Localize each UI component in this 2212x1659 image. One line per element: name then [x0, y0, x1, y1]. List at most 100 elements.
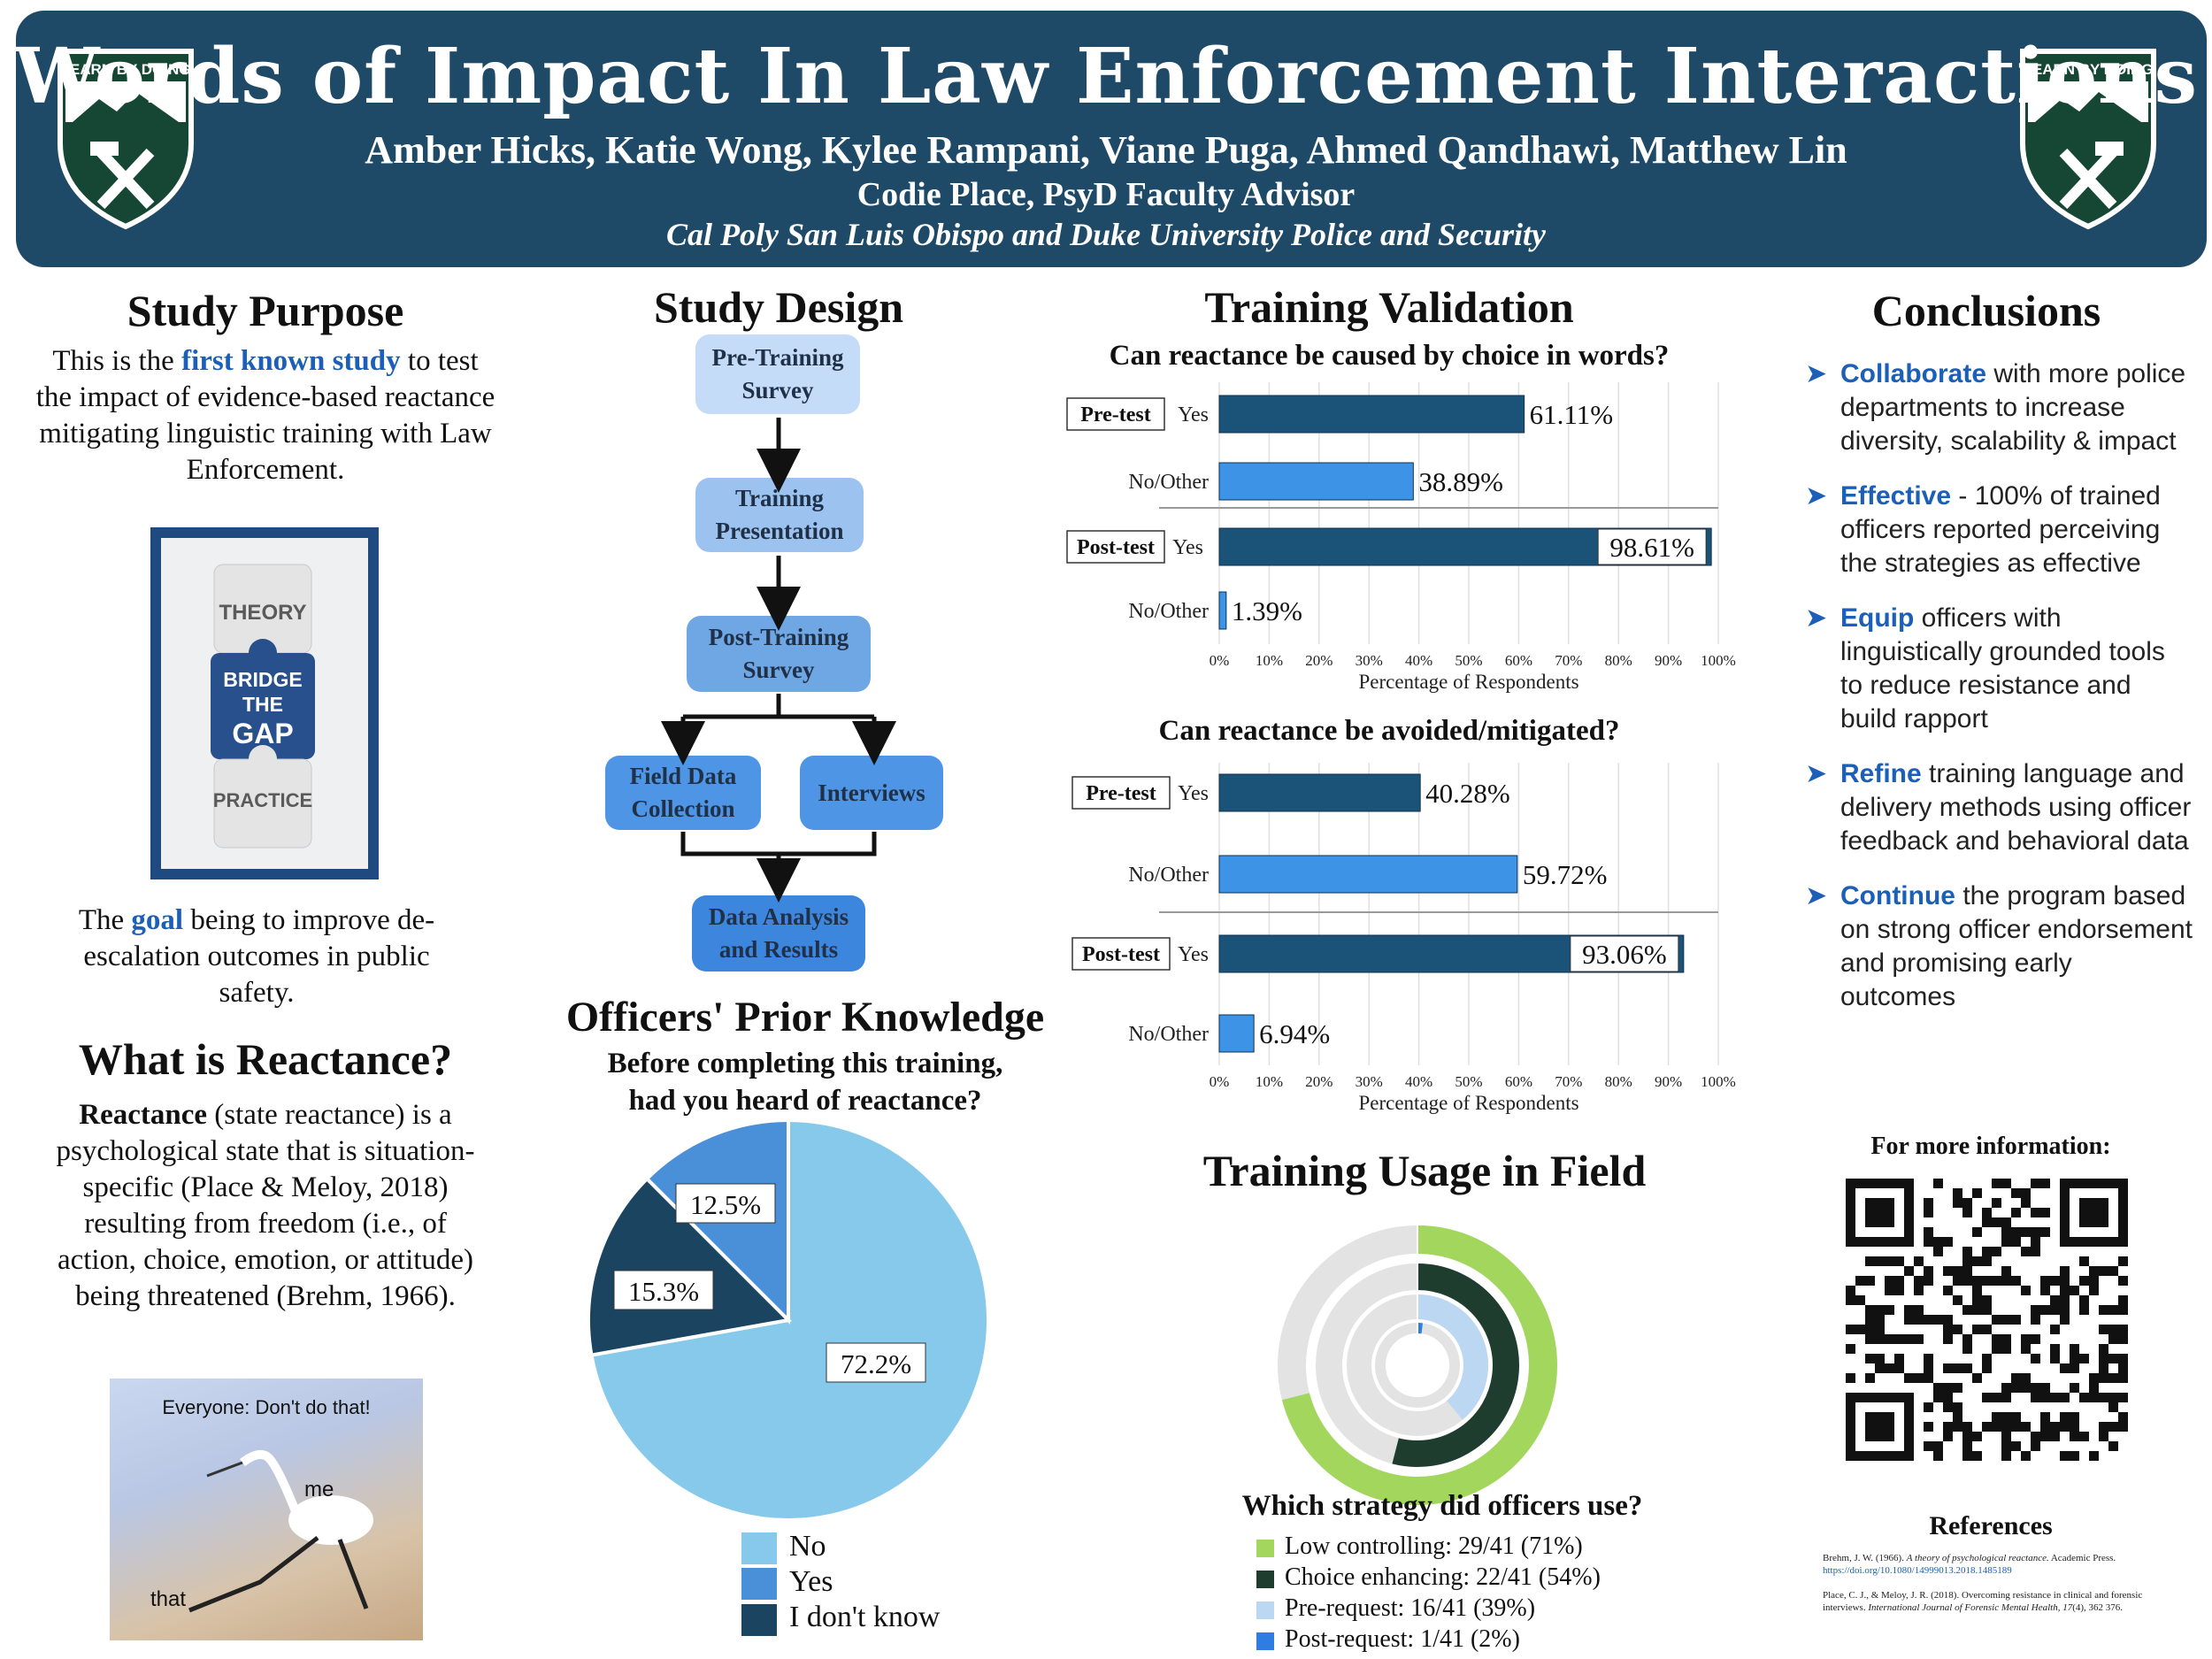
group-label: Pre-test [1080, 403, 1151, 426]
qr-module [1924, 1315, 1933, 1325]
group-label-box [1066, 530, 1165, 564]
qr-module [2011, 1412, 2021, 1422]
category-label: No/Other [1128, 864, 1209, 887]
more-info-label: For more information: [1870, 1133, 2111, 1160]
qr-module [1943, 1334, 1953, 1344]
qr-module [1875, 1334, 1885, 1344]
group-label-box [1071, 937, 1171, 971]
donut-chart [1278, 1223, 1557, 1505]
qr-module [2001, 1451, 2011, 1461]
qr-module [1904, 1315, 1914, 1325]
qr-module [1865, 1354, 1875, 1363]
qr-module [2060, 1315, 2070, 1325]
qr-module [1914, 1276, 1924, 1286]
study-design-title: Study Design [653, 282, 904, 332]
poster-title: Words of Impact In Law Enforcement Inter… [13, 32, 2199, 121]
qr-module [2031, 1315, 2040, 1325]
qr-module [1924, 1266, 1933, 1276]
qr-module [2079, 1295, 2089, 1305]
qr-module [2040, 1305, 2050, 1315]
x-tick-label: 100% [1701, 652, 1736, 669]
legend-swatch [741, 1603, 777, 1636]
chevron-right-icon: ➤ [1805, 481, 1828, 511]
qr-module [1914, 1305, 1924, 1315]
data-label: 6.94% [1259, 1018, 1330, 1049]
qr-module [2108, 1325, 2118, 1334]
qr-module [2070, 1412, 2079, 1422]
qr-module [2089, 1393, 2099, 1402]
qr-module [2089, 1276, 2099, 1286]
qr-module [2099, 1422, 2108, 1432]
qr-module [1924, 1208, 1933, 1217]
group-label: Post-test [1082, 943, 1160, 966]
qr-module [2118, 1256, 2128, 1266]
qr-module [1904, 1266, 1914, 1276]
conclusion-item: ➤ Equip officers with linguistically gro… [1805, 603, 2165, 733]
qr-module [2099, 1373, 2108, 1383]
qr-module [2050, 1393, 2060, 1402]
qr-module [2060, 1266, 2070, 1276]
qr-module [1855, 1325, 1865, 1334]
qr-module [2001, 1334, 2011, 1344]
qr-module [1914, 1334, 1924, 1344]
qr-module [2001, 1422, 2011, 1432]
qr-module [1962, 1432, 1972, 1441]
qr-module [1894, 1286, 1904, 1295]
qr-module [2060, 1422, 2070, 1432]
qr-module [1914, 1315, 1924, 1325]
qr-module [1865, 1325, 1875, 1334]
qr-module [2001, 1344, 2011, 1354]
qr-module [2021, 1373, 2031, 1383]
qr-module [2001, 1217, 2011, 1227]
reference-link[interactable]: https://doi.org/10.1080/14999013.2018.14… [1823, 1565, 2012, 1576]
qr-module [2060, 1276, 2070, 1286]
group-label-box [1066, 397, 1165, 431]
chevron-right-icon: ➤ [1805, 359, 1828, 388]
qr-module [2108, 1441, 2118, 1451]
qr-module [2031, 1179, 2040, 1188]
qr-module [1855, 1295, 1865, 1305]
qr-module [1904, 1373, 1914, 1383]
qr-code[interactable] [1846, 1173, 2129, 1474]
qr-module [2118, 1295, 2128, 1305]
qr-module [2108, 1334, 2118, 1344]
category-label: No/Other [1128, 600, 1209, 623]
bar [1218, 855, 1518, 894]
qr-module [2070, 1354, 2079, 1363]
qr-module [2011, 1276, 2021, 1286]
header-banner [16, 11, 2207, 267]
qr-module [2118, 1393, 2128, 1402]
data-label: 93.06% [1582, 939, 1667, 970]
qr-module [2089, 1383, 2099, 1393]
qr-module [1885, 1256, 1894, 1266]
qr-module [2089, 1286, 2099, 1295]
category-label: Yes [1172, 536, 1203, 559]
legend-swatch [741, 1532, 777, 1565]
qr-module [1953, 1325, 1962, 1334]
qr-module [1943, 1363, 1953, 1373]
qr-module [1992, 1276, 2001, 1286]
qr-module [1992, 1422, 2001, 1432]
qr-module [1953, 1383, 1962, 1393]
bar [1218, 773, 1421, 812]
qr-module [2011, 1227, 2021, 1237]
qr-module [2001, 1432, 2011, 1441]
x-tick-label: 80% [1605, 652, 1632, 669]
qr-module [2050, 1432, 2060, 1441]
data-label: 40.28% [1425, 778, 1510, 809]
qr-module [1972, 1432, 1982, 1441]
qr-module [1885, 1286, 1894, 1295]
qr-module [2060, 1305, 2070, 1315]
donut-legend-item: Low controlling: 29/41 (71%) [1256, 1531, 1601, 1562]
conclusion-item: ➤ Effective - 100% of trained officers r… [1805, 481, 2161, 578]
qr-module [1943, 1422, 1953, 1432]
qr-module [2070, 1422, 2079, 1432]
qr-module [1953, 1422, 1962, 1432]
qr-module [1982, 1295, 1992, 1305]
qr-module [1885, 1363, 1894, 1373]
x-tick-label: 70% [1555, 652, 1582, 669]
qr-module [2011, 1188, 2021, 1198]
qr-module [1982, 1354, 1992, 1363]
qr-module [2079, 1276, 2089, 1286]
qr-module [2001, 1412, 2011, 1422]
